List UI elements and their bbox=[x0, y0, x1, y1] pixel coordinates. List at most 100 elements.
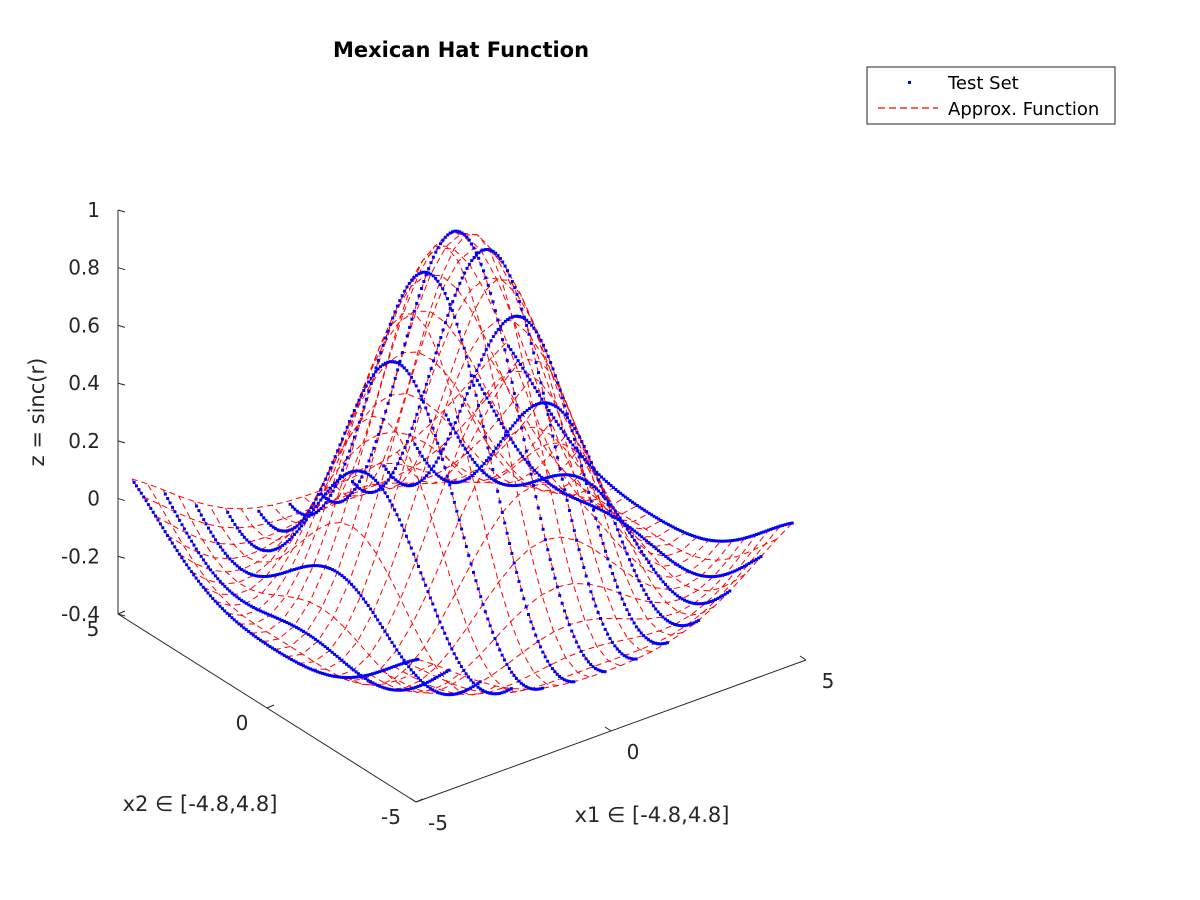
test-point bbox=[654, 571, 658, 575]
test-point bbox=[534, 495, 538, 499]
test-point bbox=[340, 675, 344, 679]
test-point bbox=[597, 489, 601, 493]
test-point bbox=[545, 405, 549, 409]
test-point bbox=[675, 623, 679, 627]
test-point bbox=[216, 577, 220, 581]
test-point bbox=[503, 658, 506, 662]
test-point bbox=[474, 683, 478, 687]
test-point bbox=[175, 549, 179, 552]
test-point bbox=[228, 614, 231, 617]
test-point bbox=[494, 480, 498, 483]
test-point bbox=[640, 535, 644, 539]
test-point bbox=[360, 488, 364, 492]
test-point bbox=[400, 351, 404, 355]
test-point bbox=[477, 404, 480, 407]
test-point bbox=[591, 597, 595, 601]
test-point bbox=[323, 645, 327, 649]
test-point bbox=[537, 473, 541, 477]
test-point bbox=[363, 489, 366, 493]
test-point bbox=[285, 570, 289, 574]
test-point bbox=[448, 231, 452, 235]
test-point bbox=[683, 531, 687, 535]
test-point bbox=[544, 401, 548, 405]
test-point bbox=[535, 390, 539, 393]
test-point bbox=[314, 497, 318, 501]
test-point bbox=[295, 567, 299, 571]
test-point bbox=[576, 449, 580, 453]
test-point bbox=[364, 677, 368, 681]
test-point bbox=[478, 383, 482, 387]
test-point bbox=[444, 479, 448, 483]
test-point bbox=[223, 609, 227, 613]
test-point bbox=[444, 413, 448, 417]
test-point bbox=[551, 403, 555, 407]
test-point bbox=[271, 548, 275, 552]
test-point bbox=[587, 503, 591, 507]
test-point bbox=[178, 518, 182, 522]
test-point bbox=[348, 449, 352, 453]
test-point bbox=[358, 487, 362, 491]
test-point bbox=[348, 420, 351, 424]
test-point bbox=[757, 532, 761, 536]
test-point bbox=[439, 242, 442, 246]
test-point bbox=[704, 574, 708, 578]
test-point bbox=[573, 446, 577, 450]
test-point bbox=[139, 491, 143, 495]
test-point bbox=[611, 515, 615, 518]
test-point bbox=[592, 468, 596, 472]
test-point bbox=[435, 675, 439, 679]
test-point bbox=[475, 369, 479, 373]
test-point bbox=[413, 483, 417, 487]
test-point bbox=[426, 271, 430, 275]
test-point bbox=[724, 539, 727, 543]
test-point bbox=[647, 597, 651, 600]
test-point bbox=[483, 610, 487, 614]
test-point bbox=[424, 406, 428, 410]
test-point bbox=[273, 615, 277, 619]
test-point bbox=[534, 330, 538, 334]
test-point bbox=[331, 460, 335, 464]
test-point bbox=[658, 642, 662, 646]
test-point bbox=[275, 649, 279, 653]
test-point bbox=[445, 693, 449, 697]
test-point bbox=[508, 369, 512, 373]
test-point bbox=[733, 538, 737, 542]
test-point bbox=[395, 513, 399, 517]
test-point bbox=[470, 457, 474, 461]
test-point bbox=[257, 574, 260, 578]
test-point bbox=[467, 675, 470, 679]
test-point bbox=[504, 483, 508, 487]
test-point bbox=[523, 457, 527, 461]
test-point bbox=[514, 444, 517, 448]
test-point bbox=[654, 641, 657, 645]
test-point bbox=[373, 682, 377, 686]
test-point bbox=[536, 687, 540, 691]
test-point bbox=[282, 653, 286, 657]
test-point bbox=[254, 635, 258, 639]
test-point bbox=[433, 434, 437, 438]
test-point bbox=[199, 513, 203, 517]
test-point bbox=[300, 519, 304, 523]
test-point bbox=[290, 535, 294, 539]
test-point bbox=[483, 690, 487, 694]
test-point bbox=[685, 623, 689, 627]
test-point bbox=[740, 537, 744, 541]
test-point bbox=[226, 510, 230, 514]
test-point bbox=[352, 469, 356, 473]
test-point bbox=[512, 561, 516, 565]
test-point bbox=[594, 517, 598, 520]
test-point bbox=[702, 537, 706, 541]
test-point bbox=[266, 549, 270, 553]
test-point bbox=[747, 562, 751, 565]
test-point bbox=[623, 522, 627, 526]
test-point bbox=[300, 512, 304, 516]
test-point bbox=[735, 538, 739, 542]
test-point bbox=[585, 450, 589, 454]
test-point bbox=[403, 289, 407, 293]
test-point bbox=[510, 380, 514, 384]
test-point bbox=[404, 662, 408, 665]
test-point bbox=[609, 484, 613, 487]
test-point bbox=[356, 675, 360, 679]
test-point bbox=[264, 575, 268, 578]
test-point bbox=[242, 535, 246, 539]
